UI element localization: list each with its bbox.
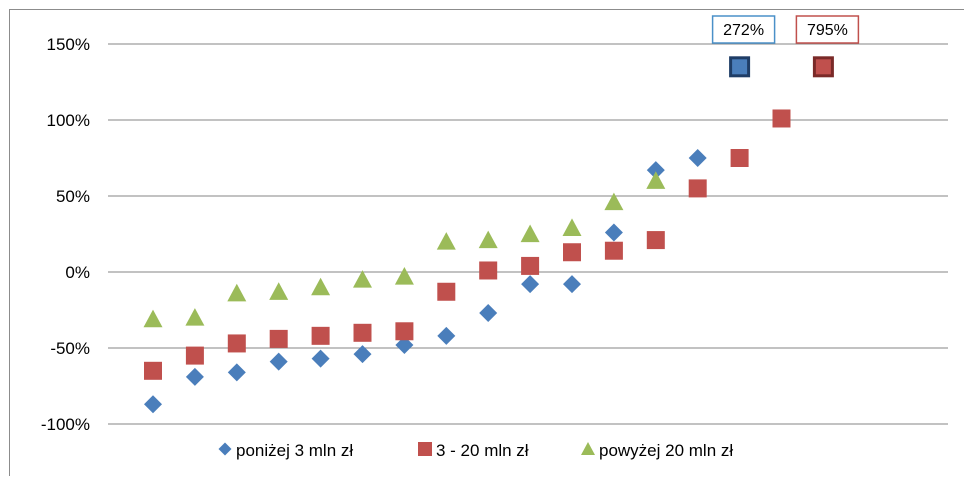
data-point	[478, 230, 498, 249]
data-point	[772, 109, 791, 128]
callout-text: 795%	[807, 22, 848, 39]
data-point	[269, 352, 288, 371]
data-point	[395, 335, 414, 354]
legend-label: powyżej 20 mln zł	[599, 441, 733, 460]
data-point	[563, 243, 581, 262]
data-point	[311, 277, 331, 296]
legend-marker	[418, 442, 432, 456]
data-point	[521, 256, 540, 275]
data-point	[269, 282, 289, 300]
data-point	[185, 308, 205, 326]
callout-label: 272%	[711, 15, 776, 44]
callout-box	[711, 15, 776, 44]
data-point	[227, 334, 246, 353]
callouts: 272% 795%	[711, 15, 860, 44]
y-axis-tick-labels: 150% 100% 50% 0% -50% -100%	[41, 35, 90, 434]
data-point	[479, 304, 498, 323]
legend-marker	[581, 442, 595, 455]
gridlines	[108, 43, 948, 425]
legend-marker	[218, 442, 232, 456]
legend: poniżej 3 mln zł 3 - 20 mln zł powyżej 20 …	[218, 441, 733, 460]
y-tick-label: -50%	[50, 339, 90, 358]
data-point	[227, 363, 246, 382]
data-points	[143, 56, 834, 414]
data-point	[353, 323, 372, 342]
data-point	[395, 322, 414, 341]
data-point	[604, 241, 623, 260]
data-point	[646, 171, 666, 189]
data-point	[730, 149, 749, 167]
data-point	[144, 361, 162, 380]
data-point	[604, 223, 623, 242]
legend-label: 3 - 20 mln zł	[436, 441, 529, 460]
data-point	[646, 231, 665, 250]
data-point	[562, 218, 582, 236]
data-point	[143, 309, 163, 328]
data-point	[227, 283, 247, 302]
data-point	[688, 179, 707, 198]
data-point	[269, 329, 288, 348]
callout-label: 795%	[795, 15, 860, 44]
chart-frame: 150% 100% 50% 0% -50% -100% 272% 795% poniżej …	[9, 9, 964, 476]
y-tick-label: 0%	[65, 263, 90, 282]
legend-item: 3 - 20 mln zł	[418, 441, 529, 460]
data-point	[437, 326, 456, 345]
legend-label: poniżej 3 mln zł	[236, 441, 353, 460]
legend-item: powyżej 20 mln zł	[581, 441, 733, 460]
outlier-point	[812, 56, 834, 78]
y-tick-label: 100%	[47, 111, 90, 130]
data-point	[394, 267, 414, 285]
data-point	[604, 192, 624, 211]
data-point	[311, 326, 330, 345]
callout-box	[795, 15, 860, 44]
scatter-chart: 150% 100% 50% 0% -50% -100% 272% 795% poniżej …	[41, 15, 948, 460]
data-point	[185, 346, 204, 365]
data-point	[479, 261, 498, 280]
data-point	[185, 367, 204, 386]
data-point	[353, 270, 372, 288]
data-point	[436, 232, 456, 250]
outlier-point	[729, 56, 751, 78]
data-point	[646, 161, 665, 180]
y-tick-label: 150%	[47, 35, 90, 54]
data-point	[521, 275, 540, 294]
data-point	[563, 275, 581, 294]
y-tick-label: -100%	[41, 415, 90, 434]
data-point	[688, 149, 707, 167]
callout-text: 272%	[723, 22, 764, 39]
y-tick-label: 50%	[56, 187, 90, 206]
data-point	[144, 395, 162, 414]
data-point	[437, 282, 456, 301]
data-point	[520, 224, 540, 243]
legend-item: poniżej 3 mln zł	[218, 441, 353, 460]
data-point	[353, 345, 372, 364]
data-point	[311, 349, 330, 368]
